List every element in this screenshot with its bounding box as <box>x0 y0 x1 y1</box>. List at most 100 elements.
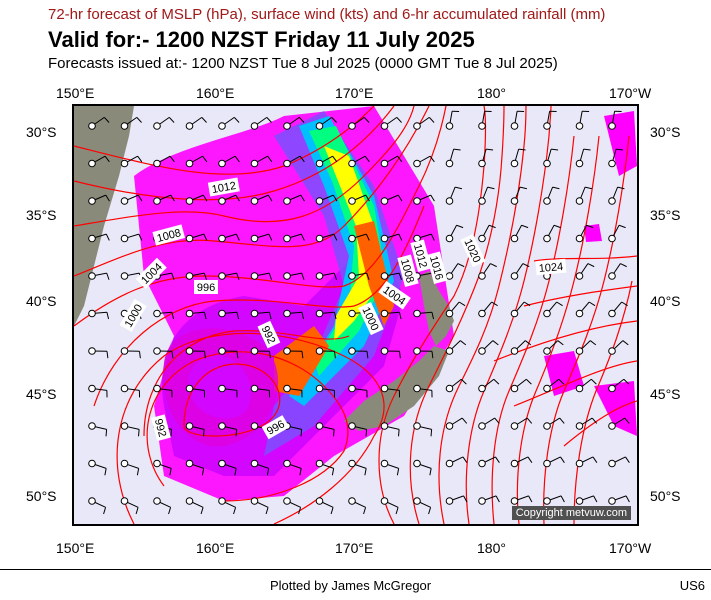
wind-barb <box>153 497 172 515</box>
rain-band-orange-south <box>274 326 329 396</box>
wind-barb <box>283 116 305 130</box>
isobar <box>493 320 637 362</box>
isobar <box>573 280 633 524</box>
wind-barb <box>608 263 627 280</box>
wind-barb <box>348 272 370 280</box>
wind-barb <box>348 347 369 359</box>
wind-barb <box>478 224 496 243</box>
wind-barb <box>478 186 495 205</box>
wind-barb <box>315 384 336 398</box>
wind-barb <box>120 384 141 398</box>
wind-barb <box>608 148 624 168</box>
wind-barb <box>543 148 559 168</box>
wind-barb <box>510 301 531 318</box>
wind-barb <box>380 309 402 320</box>
wind-barb <box>348 233 370 243</box>
isobar <box>183 363 281 437</box>
wind-barb <box>315 233 338 243</box>
wind-barb <box>315 422 335 437</box>
wind-barb <box>510 110 525 130</box>
wind-barb <box>445 186 463 205</box>
wind-barb <box>283 233 305 243</box>
wind-barb <box>250 233 273 243</box>
isobar <box>116 332 385 524</box>
wind-barb <box>153 155 175 168</box>
wind-barb <box>575 186 593 205</box>
isobar <box>516 135 600 524</box>
isobar-label: 1012 <box>207 177 240 197</box>
wind-barb <box>348 459 367 476</box>
svg-text:996: 996 <box>197 282 215 294</box>
wind-barb <box>510 495 533 505</box>
wind-barb <box>543 224 561 243</box>
wind-barb <box>380 194 403 205</box>
lat-label-right-50s: 50°S <box>650 488 681 504</box>
wind-barb <box>445 417 468 430</box>
wind-barb <box>543 301 563 318</box>
lon-label-top-160e: 160°E <box>196 85 235 101</box>
wind-barb <box>120 233 143 243</box>
wind-barb <box>510 417 533 430</box>
wind-barb <box>510 378 532 393</box>
wind-barb <box>185 384 206 398</box>
isobar <box>93 205 425 407</box>
isobar <box>563 400 637 447</box>
wind-barb <box>218 272 240 280</box>
rain-band-cyan <box>289 116 394 406</box>
wind-barb <box>348 194 370 205</box>
wind-barb <box>380 347 401 359</box>
wind-barb <box>315 155 338 168</box>
wind-barb <box>88 272 110 280</box>
wind-barb <box>283 309 305 320</box>
wind-barb <box>348 155 370 168</box>
svg-text:1012: 1012 <box>211 180 237 196</box>
wind-barb <box>250 497 269 515</box>
wind-barb <box>478 495 500 505</box>
lat-label-left-30s: 30°S <box>26 124 57 140</box>
australia-coast <box>74 106 134 326</box>
lon-label-bottom-160e: 160°E <box>196 540 235 556</box>
wind-barb <box>88 459 107 476</box>
map-title-line1: 72-hr forecast of MSLP (hPa), surface wi… <box>48 6 606 23</box>
wind-barb <box>608 224 626 243</box>
wind-barb <box>575 148 591 168</box>
forecast-map: 1012 1008 1004 1000 996 992 1000 1004 10… <box>74 106 637 524</box>
wind-barb <box>88 233 110 243</box>
lon-label-bottom-180: 180° <box>477 540 506 556</box>
rain-band-yellow <box>324 146 379 341</box>
wind-barb <box>445 263 465 280</box>
isobar <box>143 330 350 437</box>
wind-barb <box>120 347 141 359</box>
land-layer <box>74 106 454 431</box>
wind-barb <box>283 272 305 280</box>
isobar <box>513 360 637 407</box>
wind-barb <box>445 495 468 505</box>
wind-barb <box>510 456 533 468</box>
wind-barb <box>510 263 530 280</box>
wind-barb <box>250 272 272 280</box>
rain-patch-east-3 <box>594 381 637 436</box>
wind-barb <box>283 459 302 476</box>
svg-text:1024: 1024 <box>538 261 563 275</box>
wind-barb <box>88 497 107 515</box>
wind-barb <box>283 497 302 515</box>
footer-divider <box>0 569 711 570</box>
lat-label-left-40s: 40°S <box>26 293 57 309</box>
wind-barb <box>283 194 305 205</box>
wind-barb <box>575 224 594 243</box>
wind-barb <box>218 309 240 320</box>
wind-barb <box>380 422 400 437</box>
wind-barb <box>575 417 598 430</box>
wind-barb <box>315 347 336 359</box>
wind-barb <box>445 378 467 393</box>
wind-barb <box>315 272 337 280</box>
wind-barb <box>413 422 433 437</box>
wind-barb <box>575 378 597 393</box>
wind-barb <box>380 497 399 515</box>
wind-barb <box>120 497 139 515</box>
wind-barb <box>413 155 435 168</box>
wind-barb <box>445 340 467 355</box>
wind-barb <box>575 456 598 468</box>
lat-label-left-50s: 50°S <box>26 488 57 504</box>
wind-barb <box>88 116 110 130</box>
